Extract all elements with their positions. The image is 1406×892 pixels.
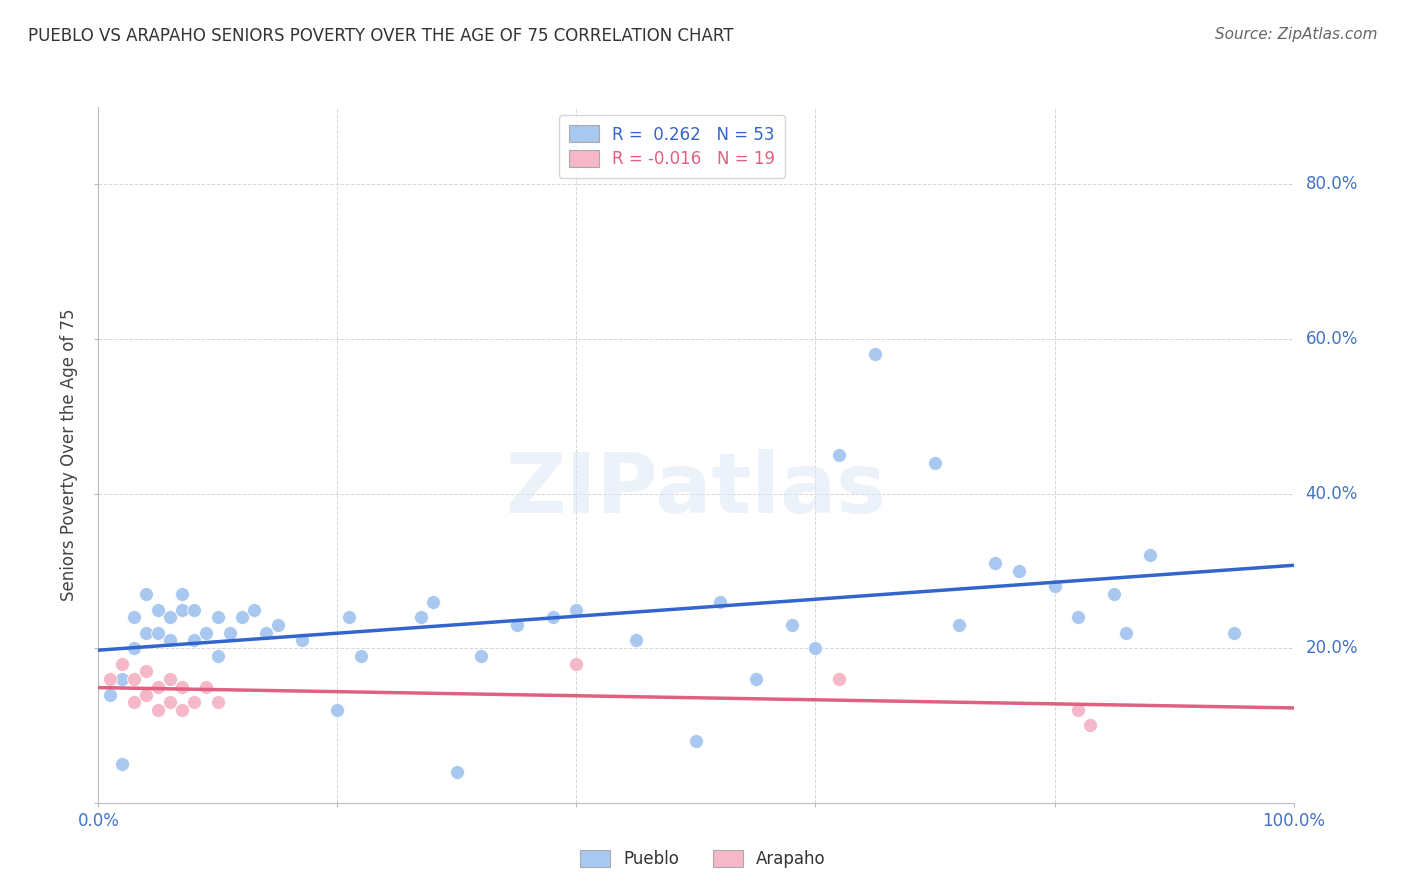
Point <box>183 695 205 709</box>
Point <box>350 648 373 663</box>
Point <box>135 665 157 679</box>
Point <box>124 641 146 656</box>
Point <box>219 625 242 640</box>
Point <box>624 633 647 648</box>
Text: ZIPatlas: ZIPatlas <box>506 450 886 530</box>
Point <box>148 703 170 717</box>
Point <box>948 618 970 632</box>
Point <box>172 680 194 694</box>
Point <box>183 602 205 616</box>
Point <box>159 695 181 709</box>
Text: Source: ZipAtlas.com: Source: ZipAtlas.com <box>1215 27 1378 42</box>
Point <box>159 633 181 648</box>
Point <box>194 625 217 640</box>
Point <box>135 587 157 601</box>
Point <box>745 672 768 686</box>
Point <box>148 625 170 640</box>
Point <box>541 610 564 624</box>
Point <box>172 602 194 616</box>
Point <box>207 648 229 663</box>
Point <box>446 764 468 779</box>
Point <box>124 610 146 624</box>
Point <box>98 688 122 702</box>
Point <box>172 703 194 717</box>
Point <box>207 610 229 624</box>
Point <box>422 595 444 609</box>
Text: 60.0%: 60.0% <box>1305 330 1358 348</box>
Point <box>470 648 492 663</box>
Point <box>159 610 181 624</box>
Point <box>111 757 134 772</box>
Point <box>159 672 181 686</box>
Point <box>124 695 146 709</box>
Point <box>135 688 157 702</box>
Text: 80.0%: 80.0% <box>1305 176 1358 194</box>
Point <box>111 657 134 671</box>
Text: 40.0%: 40.0% <box>1305 484 1358 502</box>
Point <box>804 641 827 656</box>
Legend: R =  0.262   N = 53, R = -0.016   N = 19: R = 0.262 N = 53, R = -0.016 N = 19 <box>560 115 785 178</box>
Text: 20.0%: 20.0% <box>1305 640 1358 657</box>
Point <box>1067 703 1090 717</box>
Point <box>124 672 146 686</box>
Point <box>506 618 529 632</box>
Point <box>863 347 886 361</box>
Point <box>1080 718 1102 732</box>
Point <box>1139 549 1161 563</box>
Legend: Pueblo, Arapaho: Pueblo, Arapaho <box>574 843 832 875</box>
Point <box>135 625 157 640</box>
Point <box>983 556 1005 570</box>
Point <box>148 680 170 694</box>
Point <box>337 610 360 624</box>
Point <box>709 595 731 609</box>
Point <box>924 456 946 470</box>
Point <box>183 633 205 648</box>
Point <box>1222 625 1246 640</box>
Point <box>267 618 290 632</box>
Point <box>828 672 851 686</box>
Point <box>1043 579 1066 593</box>
Point <box>98 672 122 686</box>
Point <box>1115 625 1137 640</box>
Point <box>1007 564 1029 578</box>
Point <box>172 587 194 601</box>
Point <box>326 703 349 717</box>
Point <box>565 657 588 671</box>
Point <box>780 618 803 632</box>
Point <box>254 625 277 640</box>
Point <box>243 602 266 616</box>
Point <box>565 602 588 616</box>
Point <box>194 680 217 694</box>
Point <box>1102 587 1125 601</box>
Y-axis label: Seniors Poverty Over the Age of 75: Seniors Poverty Over the Age of 75 <box>60 309 79 601</box>
Point <box>411 610 433 624</box>
Point <box>135 665 157 679</box>
Point <box>1067 610 1090 624</box>
Point <box>148 602 170 616</box>
Point <box>290 633 312 648</box>
Point <box>685 734 707 748</box>
Point <box>828 448 851 462</box>
Point <box>111 672 134 686</box>
Point <box>207 695 229 709</box>
Point <box>231 610 253 624</box>
Text: PUEBLO VS ARAPAHO SENIORS POVERTY OVER THE AGE OF 75 CORRELATION CHART: PUEBLO VS ARAPAHO SENIORS POVERTY OVER T… <box>28 27 734 45</box>
